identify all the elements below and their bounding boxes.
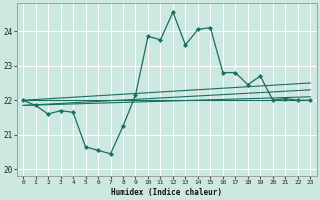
- X-axis label: Humidex (Indice chaleur): Humidex (Indice chaleur): [111, 188, 222, 197]
